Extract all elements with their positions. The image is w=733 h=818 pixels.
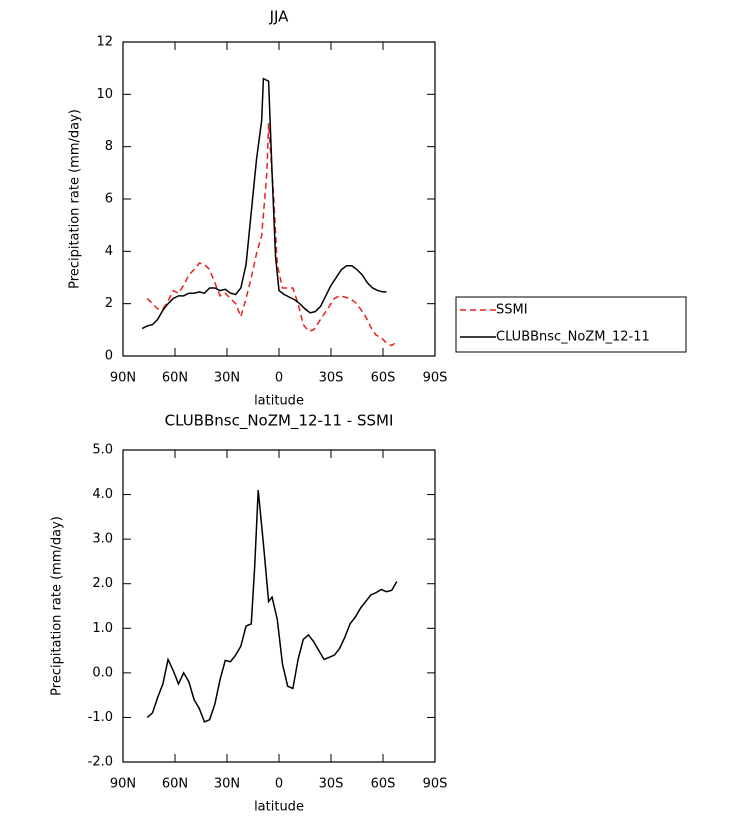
x-tick-label: 0 <box>275 777 283 792</box>
plot-frame <box>122 449 436 763</box>
y-tick-label: 2 <box>105 296 113 311</box>
y-tick-label: -1.0 <box>88 710 113 725</box>
legend-label: CLUBBnsc_NoZM_12-11 <box>496 330 650 345</box>
x-tick-label: 30N <box>214 371 240 386</box>
x-tick-label: 60S <box>371 777 396 792</box>
x-tick-label: 90S <box>423 371 448 386</box>
y-tick-label: 2.0 <box>92 576 113 591</box>
y-tick-label: 6 <box>105 192 113 207</box>
data-line <box>146 490 398 723</box>
y-tick-label: 4.0 <box>92 487 113 502</box>
plot-frame <box>122 41 436 357</box>
y-tick-label: 10 <box>96 87 113 102</box>
data-line <box>141 77 387 330</box>
legend-box <box>455 296 687 353</box>
y-tick-label: 0 <box>105 349 113 364</box>
x-tick-label: 30N <box>214 777 240 792</box>
x-axis-label: latitude <box>254 800 304 815</box>
x-tick-label: 90S <box>423 777 448 792</box>
x-tick-label: 60N <box>162 777 188 792</box>
chart-title: CLUBBnsc_NoZM_12-11 - SSMI <box>165 412 394 431</box>
x-tick-label: 30S <box>319 371 344 386</box>
x-tick-label: 30S <box>319 777 344 792</box>
y-tick-label: 1.0 <box>92 621 113 636</box>
x-tick-label: 60N <box>162 371 188 386</box>
x-tick-label: 0 <box>275 371 283 386</box>
x-tick-label: 90N <box>110 777 136 792</box>
legend-label: SSMI <box>496 303 528 318</box>
y-axis-label: Precipitation rate (mm/day) <box>68 109 83 289</box>
y-axis-label: Precipitation rate (mm/day) <box>50 516 65 696</box>
x-axis-label: latitude <box>254 394 304 409</box>
y-tick-label: -2.0 <box>88 755 113 770</box>
x-tick-label: 60S <box>371 371 396 386</box>
x-tick-label: 90N <box>110 371 136 386</box>
y-tick-label: 3.0 <box>92 532 113 547</box>
y-tick-label: 0.0 <box>92 665 113 680</box>
chart-title: JJA <box>269 8 290 26</box>
y-tick-label: 4 <box>105 244 113 259</box>
y-tick-label: 5.0 <box>92 443 113 458</box>
y-tick-label: 8 <box>105 139 113 154</box>
y-tick-label: 12 <box>96 35 113 50</box>
